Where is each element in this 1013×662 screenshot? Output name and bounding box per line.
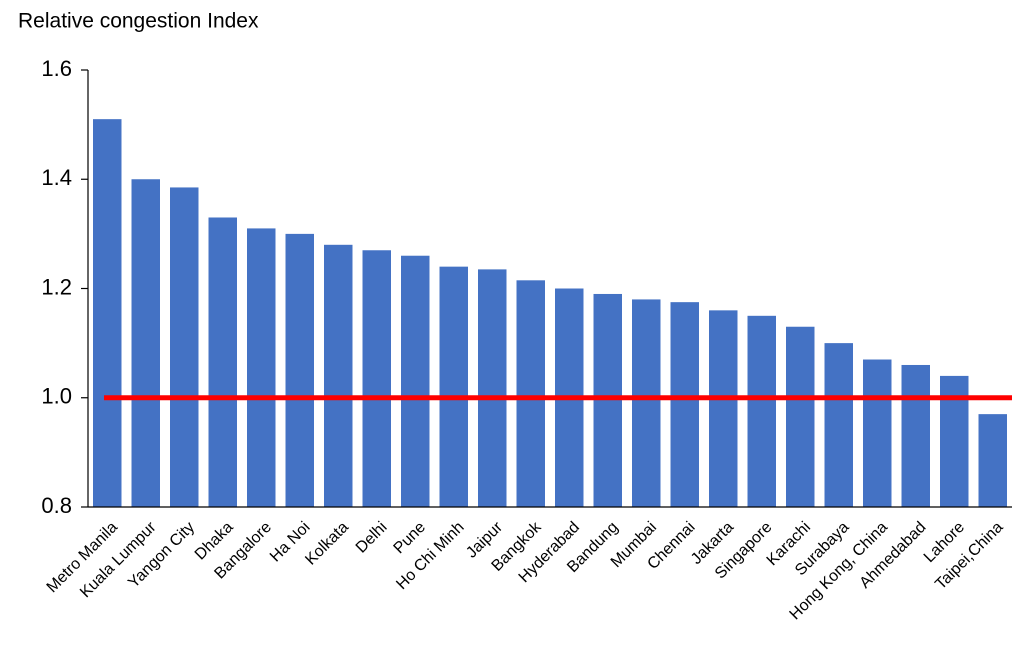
bar [516,280,545,507]
bar [824,343,853,507]
bar [632,299,661,507]
bar [747,315,776,507]
x-tick-label: Kolkata [302,519,352,569]
x-tick-label: Taipei,China [932,519,1006,593]
bar [401,255,430,507]
bar [439,266,468,507]
bar [247,228,276,507]
x-tick-label: Ho Chi Minh [393,519,467,593]
bar [362,250,391,507]
bar [978,414,1007,507]
y-tick-label: 1.4 [41,165,72,190]
y-tick-label: 1.0 [41,384,72,409]
bar [709,310,738,507]
bar [170,187,199,507]
bar [208,217,237,508]
bar [786,326,815,507]
bar [670,302,699,507]
bar [478,269,507,507]
bar [93,119,122,507]
bar [863,359,892,507]
chart-title: Relative congestion Index [18,10,259,33]
bar [593,293,622,507]
bar [285,233,314,507]
y-tick-label: 1.2 [41,274,72,299]
x-tick-label: Delhi [353,519,391,557]
y-tick-label: 1.6 [41,56,72,81]
bar [324,244,353,508]
y-tick-label: 0.8 [41,493,72,518]
bar [901,364,930,507]
bar [131,179,160,507]
